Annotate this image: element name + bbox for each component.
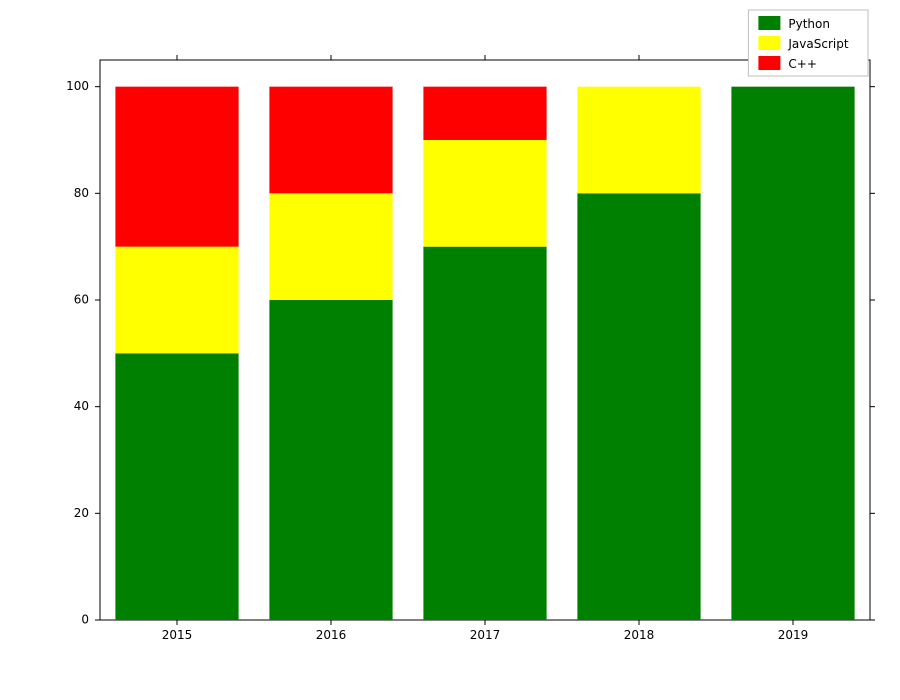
x-tick-label: 2018	[624, 628, 655, 642]
bar-segment	[115, 247, 238, 354]
y-tick-label: 100	[66, 79, 89, 93]
legend-label: Python	[788, 17, 830, 31]
bar-segment	[577, 87, 700, 194]
bars-group	[115, 87, 854, 620]
y-tick-label: 40	[74, 399, 89, 413]
legend-swatch	[758, 56, 780, 70]
bar-segment	[423, 140, 546, 247]
bar-segment	[423, 87, 546, 140]
legend-swatch	[758, 36, 780, 50]
legend: Python JavaScript C++	[748, 10, 868, 76]
legend-label: JavaScript	[787, 37, 848, 51]
y-tick-label: 20	[74, 506, 89, 520]
bar-segment	[423, 247, 546, 620]
y-tick-label: 80	[74, 186, 89, 200]
legend-swatch	[758, 16, 780, 30]
chart-stage: 0 20 40 60 80 100 2015 2016 2017 2018 2019 Python…	[0, 0, 900, 700]
bar-segment	[115, 353, 238, 620]
legend-label: C++	[788, 57, 817, 71]
bar-segment	[269, 193, 392, 300]
y-tick-label: 0	[81, 613, 89, 627]
stacked-bar-chart: 0 20 40 60 80 100 2015 2016 2017 2018 2019 Python…	[0, 0, 900, 700]
x-tick-label: 2016	[316, 628, 347, 642]
y-tick-label: 60	[74, 293, 89, 307]
bar-segment	[115, 87, 238, 247]
bar-segment	[731, 87, 854, 620]
bar-segment	[269, 300, 392, 620]
x-tick-label: 2019	[778, 628, 809, 642]
bar-segment	[577, 193, 700, 620]
x-tick-label: 2015	[162, 628, 193, 642]
x-tick-label: 2017	[470, 628, 501, 642]
bar-segment	[269, 87, 392, 194]
